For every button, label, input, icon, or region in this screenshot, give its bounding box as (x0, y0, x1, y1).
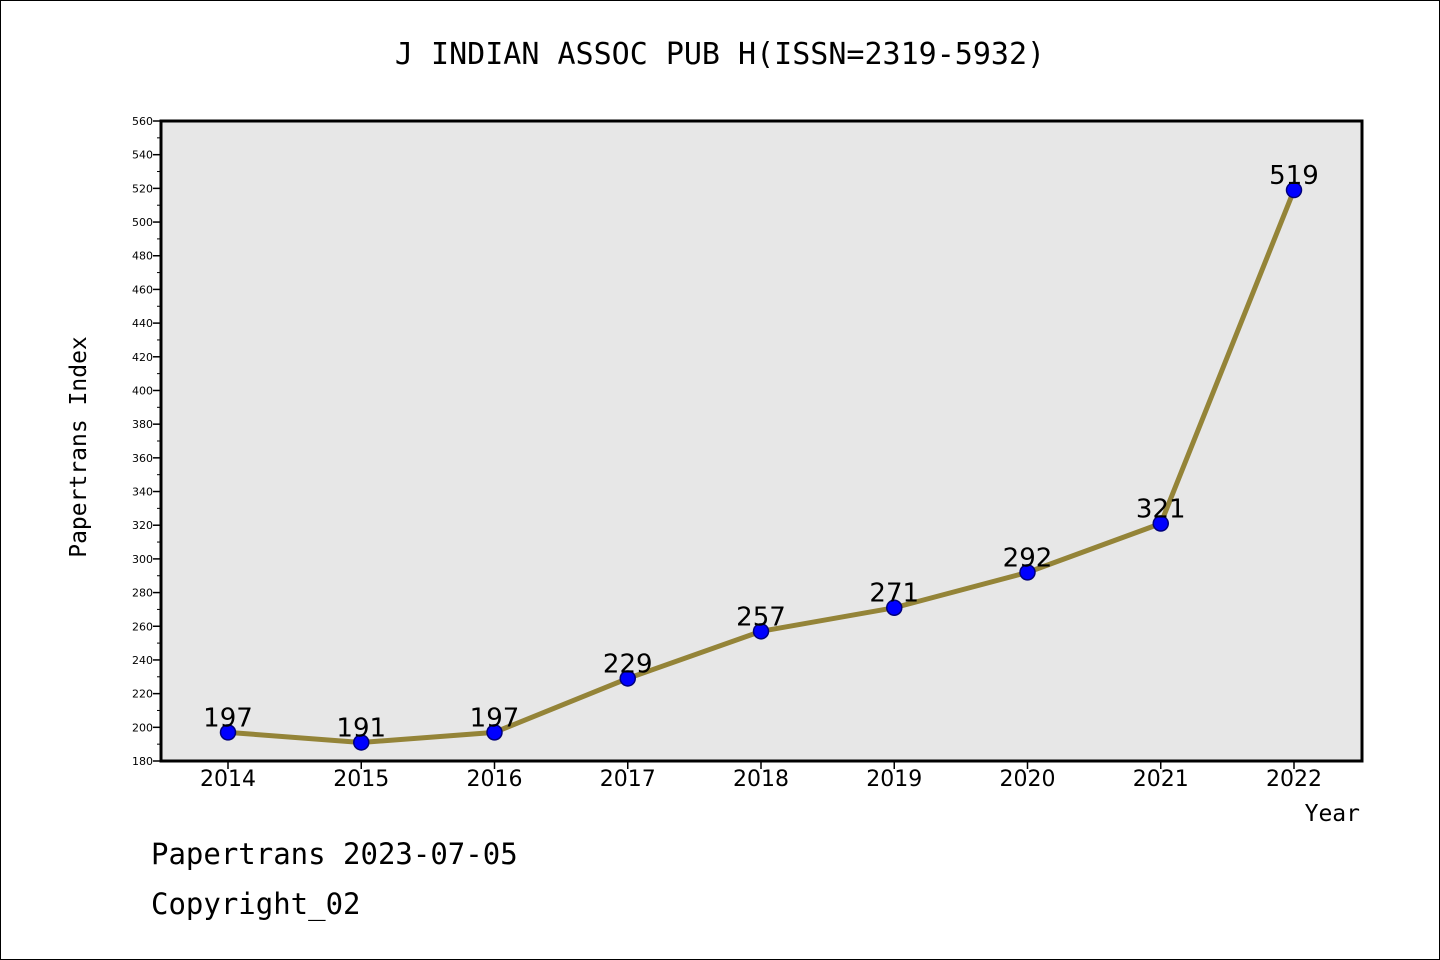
x-axis-title: Year (1305, 801, 1360, 827)
x-tick-label: 2014 (200, 767, 256, 792)
x-tick-label: 2018 (733, 767, 789, 792)
plot-area (159, 119, 1364, 763)
y-tick-label: 240 (132, 654, 153, 667)
data-point-2018 (752, 623, 770, 640)
footer-copyright: Copyright_02 (151, 887, 361, 921)
data-point-2022 (1285, 181, 1303, 199)
y-tick-label: 380 (132, 418, 153, 431)
data-label-2017: 229 (603, 649, 653, 679)
data-label-2020: 292 (1003, 543, 1053, 573)
data-label-2018: 257 (736, 602, 786, 632)
data-label-2021: 321 (1136, 495, 1186, 525)
data-label-2015: 191 (336, 713, 386, 743)
data-point-2020 (1019, 564, 1036, 581)
x-tick-label: 2017 (600, 767, 656, 792)
x-tick-label: 2021 (1133, 767, 1189, 792)
y-tick-label: 180 (132, 755, 153, 768)
y-tick-label: 440 (132, 317, 153, 330)
y-tick-label: 340 (132, 486, 153, 499)
data-label-2022: 519 (1269, 161, 1319, 191)
y-tick-label: 520 (132, 182, 153, 195)
y-tick-label: 460 (132, 283, 153, 296)
data-point-2015 (353, 734, 370, 751)
y-tick-label: 400 (132, 384, 153, 397)
data-point-2021 (1152, 515, 1169, 532)
y-axis-title: Papertrans Index (66, 336, 92, 558)
data-label-2016: 197 (470, 703, 520, 733)
y-tick-label: 360 (132, 452, 153, 465)
y-tick-label: 480 (132, 250, 153, 263)
x-tick-label: 2020 (1000, 767, 1056, 792)
x-tick-label: 2019 (866, 767, 922, 792)
x-tick-label: 2022 (1266, 767, 1322, 792)
footer-source: Papertrans 2023-07-05 (151, 837, 518, 871)
series-markers (219, 181, 1303, 751)
data-label-2014: 197 (203, 703, 253, 733)
x-axis: 2014 2015 2016 2017 2018 2019 2020 2021 2022 (200, 761, 1322, 792)
y-tick-label: 280 (132, 587, 153, 600)
data-point-2019 (886, 599, 903, 616)
y-tick-label: 200 (132, 721, 153, 734)
chart-title: J INDIAN ASSOC PUB H(ISSN=2319-5932) (394, 37, 1046, 72)
y-tick-label: 320 (132, 519, 153, 532)
data-point-2017 (619, 670, 636, 687)
y-axis: 180 200 220 240 260 280 300 320 340 360 380 400 420 4… (132, 115, 161, 768)
y-tick-label: 420 (132, 351, 153, 364)
data-point-2016 (486, 724, 503, 741)
data-point-2014 (219, 724, 237, 741)
y-tick-label: 540 (132, 149, 153, 162)
y-tick-label: 500 (132, 216, 153, 229)
y-tick-label: 260 (132, 620, 153, 633)
y-tick-label: 300 (132, 553, 153, 566)
data-labels: 197 191 197 229 257 271 292 321 519 (203, 161, 1319, 743)
y-tick-label: 560 (132, 115, 153, 128)
y-tick-label: 220 (132, 688, 153, 701)
x-tick-label: 2016 (467, 767, 523, 792)
data-label-2019: 271 (869, 579, 919, 609)
x-tick-label: 2015 (333, 767, 389, 792)
